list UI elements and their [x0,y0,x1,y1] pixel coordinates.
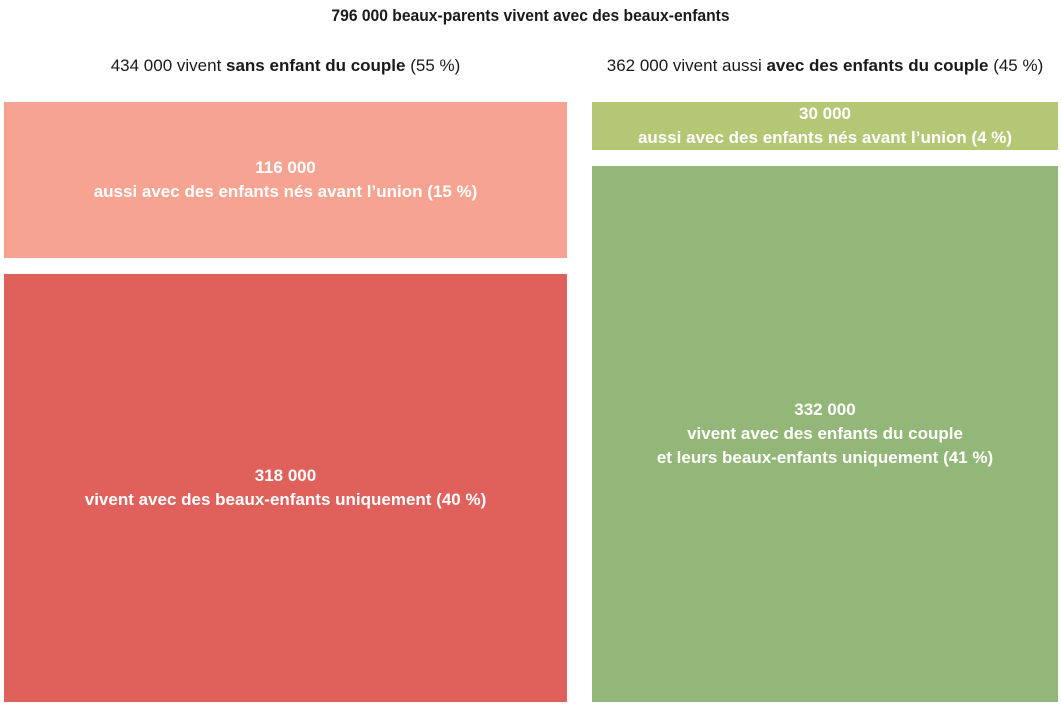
cell-description-line: vivent avec des enfants du couple [687,424,963,443]
left-group-header: 434 000 vivent sans enfant du couple (55… [4,56,567,76]
treemap-cell-left-top: 116 000 aussi avec des enfants nés avant … [4,102,567,258]
treemap-cell-right-bottom: 332 000 vivent avec des enfants du couple… [592,166,1058,702]
right-header-post: (45 %) [988,56,1044,75]
cell-value-label: 30 000 [799,104,851,123]
chart-title: 796 000 beaux-parents vivent avec des be… [331,6,730,25]
left-header-bold: sans enfant du couple [226,56,406,75]
cell-description-line: et leurs beaux-enfants uniquement (41 %) [656,448,994,467]
cell-description-line: aussi avec des enfants nés avant l’union… [93,182,478,201]
cell-value-label: 318 000 [254,466,317,485]
right-group-header: 362 000 vivent aussi avec des enfants du… [592,56,1058,76]
cell-description-line: vivent avec des beaux-enfants uniquement… [84,490,487,509]
treemap-cell-right-top: 30 000 aussi avec des enfants nés avant l… [592,102,1058,150]
cell-value-label: 332 000 [794,400,856,419]
right-header-bold: avec des enfants du couple [766,56,989,75]
left-header-post: (55 %) [405,56,461,75]
cell-description-line: aussi avec des enfants nés avant l’union… [637,128,1013,147]
treemap-cell-left-bottom: 318 000 vivent avec des beaux-enfants uni… [4,274,567,702]
right-header-pre: 362 000 vivent aussi [606,56,767,75]
left-header-pre: 434 000 vivent [110,56,227,75]
cell-value-label: 116 000 [255,158,316,177]
